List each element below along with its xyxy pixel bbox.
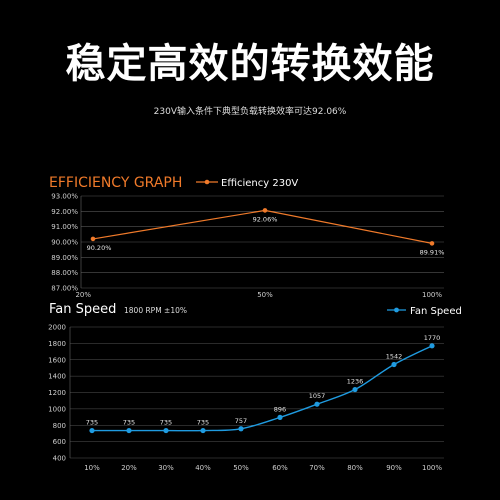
efficiency-y-ticks: 87.00% 88.00% 89.00% 90.00% 91.00% 92.00% 93.0… — [51, 193, 78, 293]
fan-y-tick-label: 800 — [53, 422, 66, 430]
efficiency-y-tick-label: 91.00% — [51, 223, 78, 231]
efficiency-x-tick-label: 50% — [257, 291, 273, 299]
fan-speed-point — [89, 427, 95, 434]
fan-legend-label: Fan Speed — [410, 306, 462, 317]
fan-speed-point — [277, 414, 283, 420]
efficiency-point — [429, 241, 435, 246]
fan-legend: Fan Speed — [387, 306, 462, 317]
fan-x-tick-label: 50% — [233, 464, 249, 472]
fan-chart-title: Fan Speed — [49, 302, 116, 317]
fan-x-tick-label: 30% — [158, 464, 174, 472]
fan-x-tick-label: 40% — [195, 464, 211, 472]
efficiency-y-tick-label: 90.00% — [51, 239, 78, 247]
efficiency-x-tick-label: 100% — [422, 291, 442, 299]
efficiency-data-label: 90.20% — [87, 244, 112, 252]
fan-speed-point — [429, 343, 435, 349]
fan-chart-subtitle: 1800 RPM ±10% — [124, 306, 187, 315]
fan-speed-point — [352, 386, 358, 393]
page-subtitle: 230V输入条件下典型负载转换效率可达92.06% — [153, 107, 347, 117]
fan-y-ticks: 400 600 800 1000 1200 1400 1600 1800 2000 — [48, 324, 66, 463]
fan-y-tick-label: 1000 — [48, 405, 66, 413]
fan-speed-point — [238, 426, 244, 432]
fan-speed-point — [163, 427, 169, 434]
fan-x-ticks: 10% 20% 30% 40% 50% 60% 70% 80% 90% 100% — [84, 464, 442, 472]
efficiency-series: 90.20% 92.06% 89.91% — [87, 208, 445, 256]
efficiency-data-label: 92.06% — [253, 215, 278, 223]
fan-series: 735 735 735 735 757 896 1057 1236 1542 1770 — [86, 334, 441, 434]
fan-x-tick-label: 80% — [347, 464, 363, 472]
fan-speed-data-label: 896 — [274, 405, 286, 413]
efficiency-chart: EFFICIENCY GRAPH Efficiency 230V 87.00%8… — [49, 175, 444, 299]
fan-speed-point — [314, 401, 320, 407]
fan-y-tick-label: 1600 — [48, 356, 66, 364]
fan-speed-point — [126, 427, 132, 434]
fan-y-tick-label: 1400 — [48, 373, 66, 381]
fan-speed-data-label: 757 — [235, 417, 247, 425]
fan-speed-data-label: 1770 — [424, 334, 441, 342]
efficiency-legend-label: Efficiency 230V — [221, 178, 298, 189]
efficiency-point — [90, 236, 96, 242]
fan-speed-data-label: 735 — [160, 419, 172, 427]
efficiency-x-tick-label: 20% — [75, 291, 91, 299]
fan-speed-line — [92, 345, 433, 432]
efficiency-y-tick-label: 92.00% — [51, 208, 78, 216]
fan-y-tick-label: 1200 — [48, 389, 66, 397]
fan-speed-data-label: 735 — [86, 419, 98, 427]
fan-speed-data-label: 735 — [123, 419, 135, 427]
fan-x-tick-label: 20% — [121, 464, 137, 472]
fan-speed-data-label: 1057 — [309, 392, 326, 400]
fan-y-tick-label: 1800 — [48, 340, 66, 348]
fan-x-tick-label: 70% — [309, 464, 325, 472]
efficiency-y-tick-label: 89.00% — [51, 254, 78, 262]
fan-x-tick-label: 10% — [84, 464, 100, 472]
fan-speed-point — [200, 427, 206, 434]
fan-speed-data-label: 1542 — [386, 352, 403, 360]
fan-speed-chart: Fan Speed 1800 RPM ±10% Fan Speed 400 600… — [48, 302, 462, 472]
efficiency-grid — [80, 195, 444, 289]
page-title: 稳定高效的转换效能 — [65, 41, 435, 87]
fan-speed-data-label: 735 — [197, 419, 209, 427]
efficiency-legend: Efficiency 230V — [196, 178, 298, 189]
fan-grid — [69, 326, 444, 459]
fan-speed-data-label: 1236 — [347, 378, 364, 386]
fan-y-tick-label: 2000 — [48, 324, 66, 332]
efficiency-chart-title: EFFICIENCY GRAPH — [49, 175, 182, 191]
fan-x-tick-label: 90% — [386, 464, 402, 472]
efficiency-y-tick-label: 88.00% — [51, 269, 78, 277]
fan-y-tick-label: 600 — [53, 438, 66, 446]
efficiency-data-label: 89.91% — [420, 248, 445, 256]
efficiency-point — [262, 208, 268, 213]
fan-x-tick-label: 100% — [422, 464, 442, 472]
efficiency-y-tick-label: 87.00% — [51, 285, 78, 293]
fan-x-tick-label: 60% — [272, 464, 288, 472]
efficiency-x-ticks: 20% 50% 100% — [75, 291, 442, 299]
fan-y-tick-label: 400 — [53, 455, 66, 463]
fan-legend-marker — [394, 307, 399, 313]
fan-speed-point — [391, 361, 397, 368]
efficiency-legend-marker — [204, 179, 210, 185]
efficiency-y-tick-label: 93.00% — [51, 193, 78, 201]
